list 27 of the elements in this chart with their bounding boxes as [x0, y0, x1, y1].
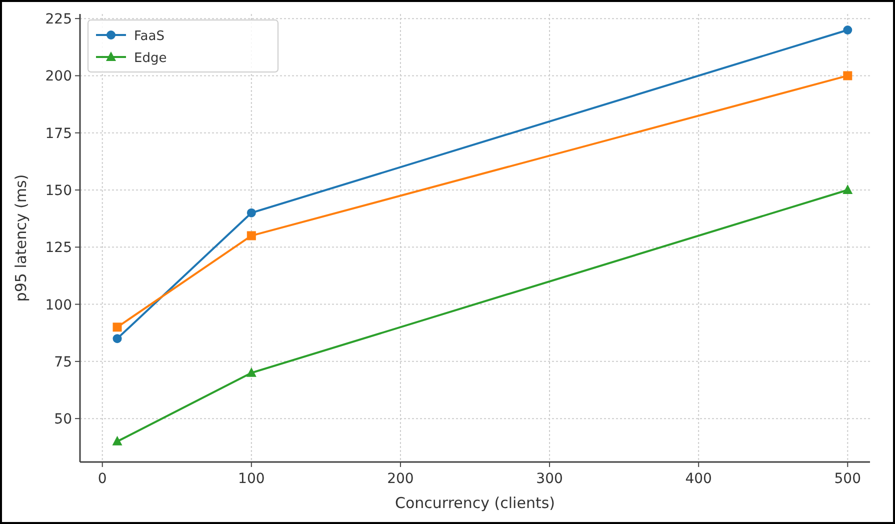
y-tick-label: 175 — [45, 126, 72, 142]
y-tick-label: 200 — [45, 68, 72, 85]
x-tick-label: 500 — [834, 471, 862, 487]
point — [112, 334, 122, 344]
point — [112, 322, 122, 332]
y-tick-label: 50 — [54, 412, 72, 428]
x-tick-label: 100 — [238, 471, 265, 487]
point — [112, 436, 122, 446]
y-tick-label: 75 — [54, 354, 72, 370]
y-axis-title: p95 latency (ms) — [12, 174, 30, 302]
y-tick-label: 225 — [45, 12, 72, 28]
point — [246, 208, 256, 218]
legend-label: Edge — [134, 51, 167, 66]
y-tick-label: 150 — [45, 183, 72, 199]
x-tick-label: 300 — [536, 471, 563, 487]
point — [246, 231, 256, 240]
x-tick-label: 200 — [387, 471, 414, 487]
point — [246, 367, 256, 377]
point — [842, 184, 853, 194]
x-axis-title: Concurrency (clients) — [395, 494, 555, 512]
y-tick-label: 125 — [45, 240, 72, 256]
legend-label: FaaS — [134, 29, 164, 44]
point — [843, 26, 852, 34]
x-tick-label: 400 — [685, 471, 712, 487]
point — [843, 71, 852, 80]
x-tick-label: 0 — [98, 471, 107, 487]
y-tick-label: 100 — [45, 297, 72, 314]
